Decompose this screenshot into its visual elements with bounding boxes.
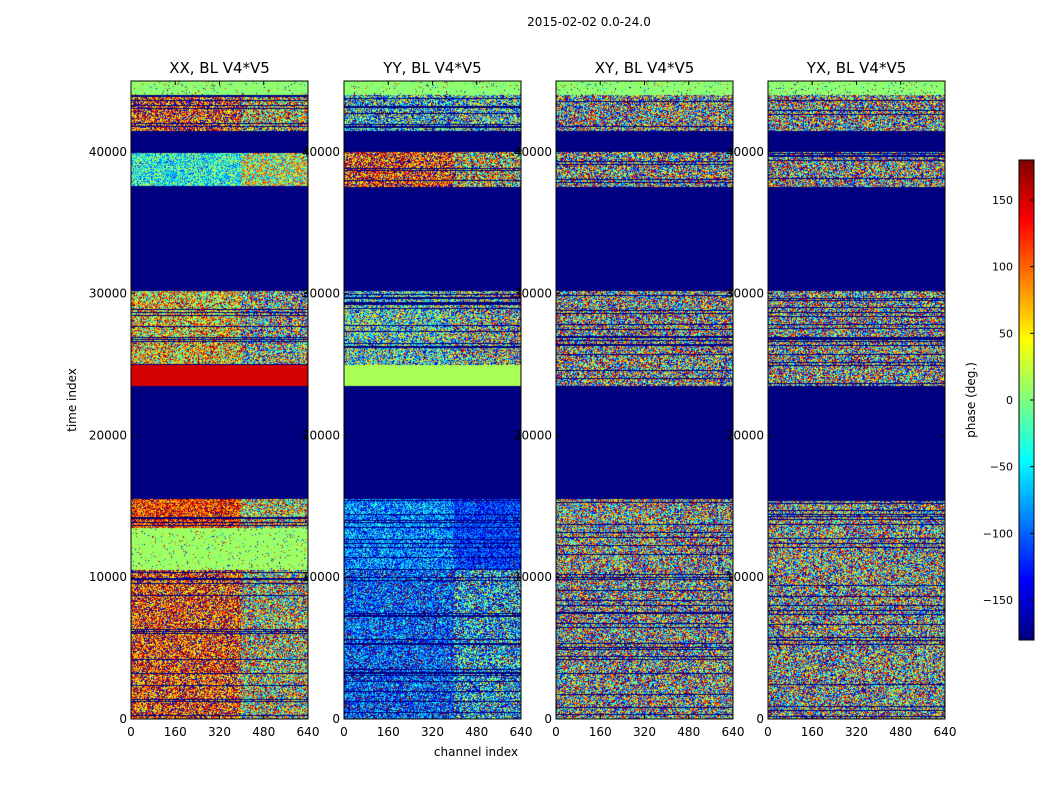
y-tick-label: 40000 bbox=[726, 145, 764, 159]
x-tick-label: 160 bbox=[164, 725, 187, 739]
x-tick-label: 0 bbox=[764, 725, 772, 739]
y-tick-label: 30000 bbox=[514, 287, 552, 301]
y-tick-label: 40000 bbox=[302, 145, 340, 159]
x-tick-label: 640 bbox=[297, 725, 320, 739]
y-tick-label: 40000 bbox=[89, 145, 127, 159]
colorbar-tick-label: −50 bbox=[990, 461, 1013, 474]
y-tick-label: 30000 bbox=[302, 287, 340, 301]
x-tick-label: 160 bbox=[377, 725, 400, 739]
panel-1: YY, BL V4*V5 0 160 320 480 640 0 10000 20000 3000… bbox=[302, 59, 533, 739]
panel-0: XX, BL V4*V5 0 160 320 480 640 0 10000 20000 3000… bbox=[89, 59, 320, 739]
y-tick-label: 30000 bbox=[726, 287, 764, 301]
x-tick-label: 480 bbox=[252, 725, 275, 739]
heatmap-panels: XX, BL V4*V5 0 160 320 480 640 0 10000 20000 3000… bbox=[89, 59, 957, 739]
colorbar-tick-label: 0 bbox=[1006, 394, 1013, 407]
colorbar-tick-label: 150 bbox=[992, 194, 1013, 207]
x-tick-label: 160 bbox=[589, 725, 612, 739]
y-tick-label: 0 bbox=[119, 712, 127, 726]
panel-2: XY, BL V4*V5 0 160 320 480 640 0 10000 20000 3000… bbox=[514, 59, 745, 739]
x-axis-label: channel index bbox=[434, 745, 518, 759]
y-tick-label: 20000 bbox=[514, 428, 552, 442]
x-tick-label: 320 bbox=[421, 725, 444, 739]
colorbar: −150 −100 −50 0 50 100 150 bbox=[983, 159, 1035, 641]
x-tick-label: 0 bbox=[552, 725, 560, 739]
panel-title-1: YY, BL V4*V5 bbox=[382, 59, 481, 77]
y-tick-label: 10000 bbox=[514, 570, 552, 584]
panel-3: YX, BL V4*V5 0 160 320 480 640 0 10000 20000 3000… bbox=[726, 59, 957, 739]
colorbar-tick-label: 50 bbox=[999, 327, 1013, 340]
y-tick-label: 10000 bbox=[302, 570, 340, 584]
y-tick-label: 0 bbox=[544, 712, 552, 726]
x-tick-label: 640 bbox=[510, 725, 533, 739]
x-tick-label: 480 bbox=[677, 725, 700, 739]
y-tick-label: 0 bbox=[332, 712, 340, 726]
x-tick-label: 640 bbox=[722, 725, 745, 739]
heatmap-image-0 bbox=[131, 81, 308, 719]
colorbar-tick-label: −150 bbox=[983, 594, 1013, 607]
x-tick-label: 320 bbox=[633, 725, 656, 739]
x-tick-label: 160 bbox=[801, 725, 824, 739]
y-tick-label: 40000 bbox=[514, 145, 552, 159]
colorbar-tick-label: 100 bbox=[992, 261, 1013, 274]
y-tick-label: 10000 bbox=[726, 570, 764, 584]
heatmap-image-2 bbox=[556, 81, 733, 719]
x-tick-label: 640 bbox=[934, 725, 957, 739]
colorbar-gradient bbox=[1019, 160, 1034, 640]
y-axis-label: time index bbox=[65, 368, 79, 432]
panel-title-2: XY, BL V4*V5 bbox=[595, 59, 695, 77]
colorbar-label: phase (deg.) bbox=[964, 362, 978, 438]
heatmap-image-1 bbox=[344, 81, 521, 719]
y-tick-label: 0 bbox=[756, 712, 764, 726]
colorbar-tick-label: −100 bbox=[983, 527, 1013, 540]
x-tick-label: 320 bbox=[845, 725, 868, 739]
y-tick-label: 20000 bbox=[726, 428, 764, 442]
x-tick-label: 0 bbox=[340, 725, 348, 739]
x-tick-label: 320 bbox=[208, 725, 231, 739]
x-tick-label: 0 bbox=[127, 725, 135, 739]
y-tick-label: 20000 bbox=[89, 428, 127, 442]
y-tick-label: 30000 bbox=[89, 287, 127, 301]
figure-title: 2015-02-02 0.0-24.0 bbox=[527, 15, 651, 29]
panel-title-3: YX, BL V4*V5 bbox=[806, 59, 907, 77]
y-tick-label: 10000 bbox=[89, 570, 127, 584]
x-tick-label: 480 bbox=[465, 725, 488, 739]
x-tick-label: 480 bbox=[889, 725, 912, 739]
panel-title-0: XX, BL V4*V5 bbox=[169, 59, 270, 77]
heatmap-image-3 bbox=[768, 81, 945, 719]
y-tick-label: 20000 bbox=[302, 428, 340, 442]
